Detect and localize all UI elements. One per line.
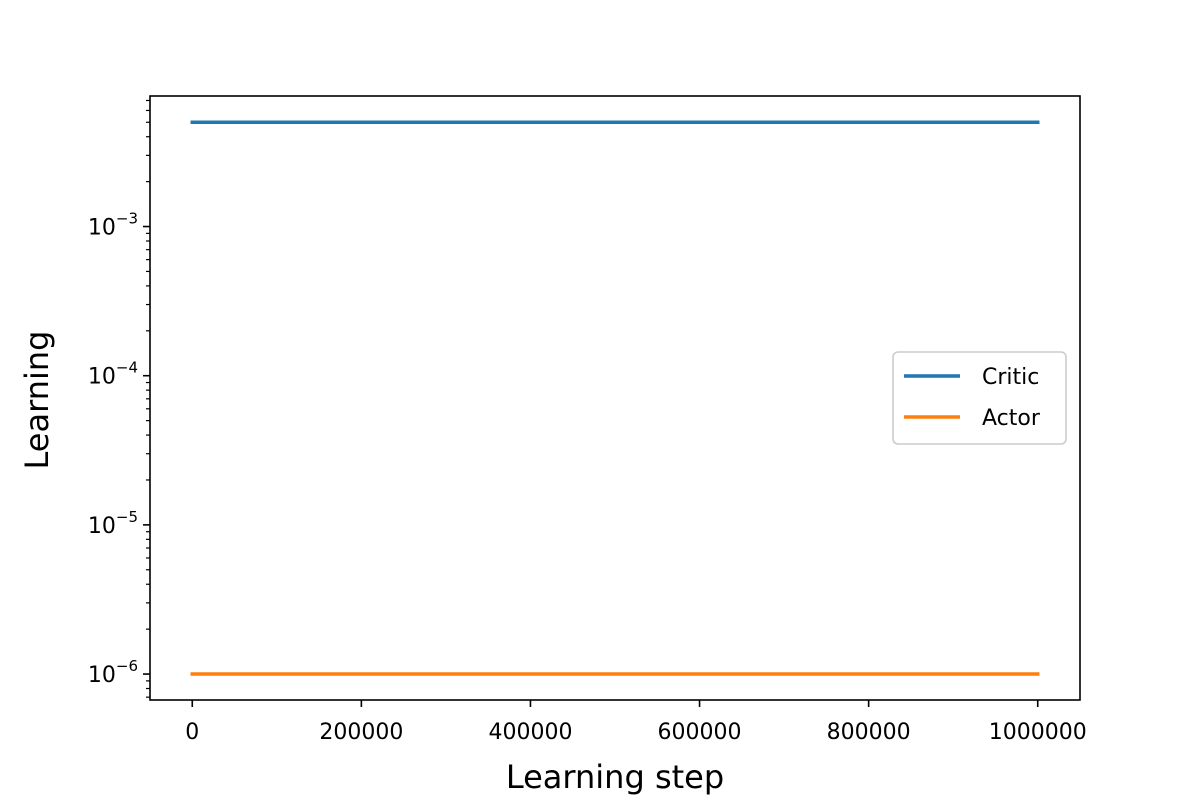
y-tick-label: 10−5	[88, 508, 138, 539]
y-tick-label-base: 10	[88, 514, 116, 539]
axes-frame	[149, 95, 1081, 701]
x-tick-label: 800000	[827, 720, 911, 745]
y-tick-label: 10−3	[88, 210, 138, 241]
x-tick-label: 400000	[488, 720, 572, 745]
x-axis-label: Learning step	[506, 758, 724, 796]
y-tick-label-base: 10	[88, 663, 116, 688]
y-tick-label-base: 10	[88, 216, 116, 241]
x-tick-label: 1000000	[989, 720, 1087, 745]
legend-box	[892, 351, 1067, 445]
y-tick-label: 10−6	[88, 657, 138, 688]
plot-area	[190, 120, 1040, 676]
x-tick-label: 0	[185, 720, 199, 745]
y-tick-label-base: 10	[88, 365, 116, 390]
y-tick-label-exponent: −4	[116, 359, 138, 377]
y-tick-label-exponent: −5	[116, 508, 138, 526]
x-axis-ticks: 0 200000 400000 600000 800000 1000000	[185, 700, 1087, 745]
y-axis-label: Learning	[18, 331, 56, 470]
legend: Critic Actor	[892, 351, 1067, 445]
y-tick-label: 10−4	[88, 359, 138, 390]
y-tick-label-exponent: −3	[116, 210, 138, 228]
legend-label-critic: Critic	[982, 365, 1039, 390]
x-tick-label: 200000	[319, 720, 403, 745]
x-tick-label: 600000	[658, 720, 742, 745]
y-tick-label-exponent: −6	[116, 657, 138, 675]
legend-label-actor: Actor	[982, 406, 1041, 431]
y-axis-ticks: 10−610−510−410−3	[88, 99, 150, 698]
